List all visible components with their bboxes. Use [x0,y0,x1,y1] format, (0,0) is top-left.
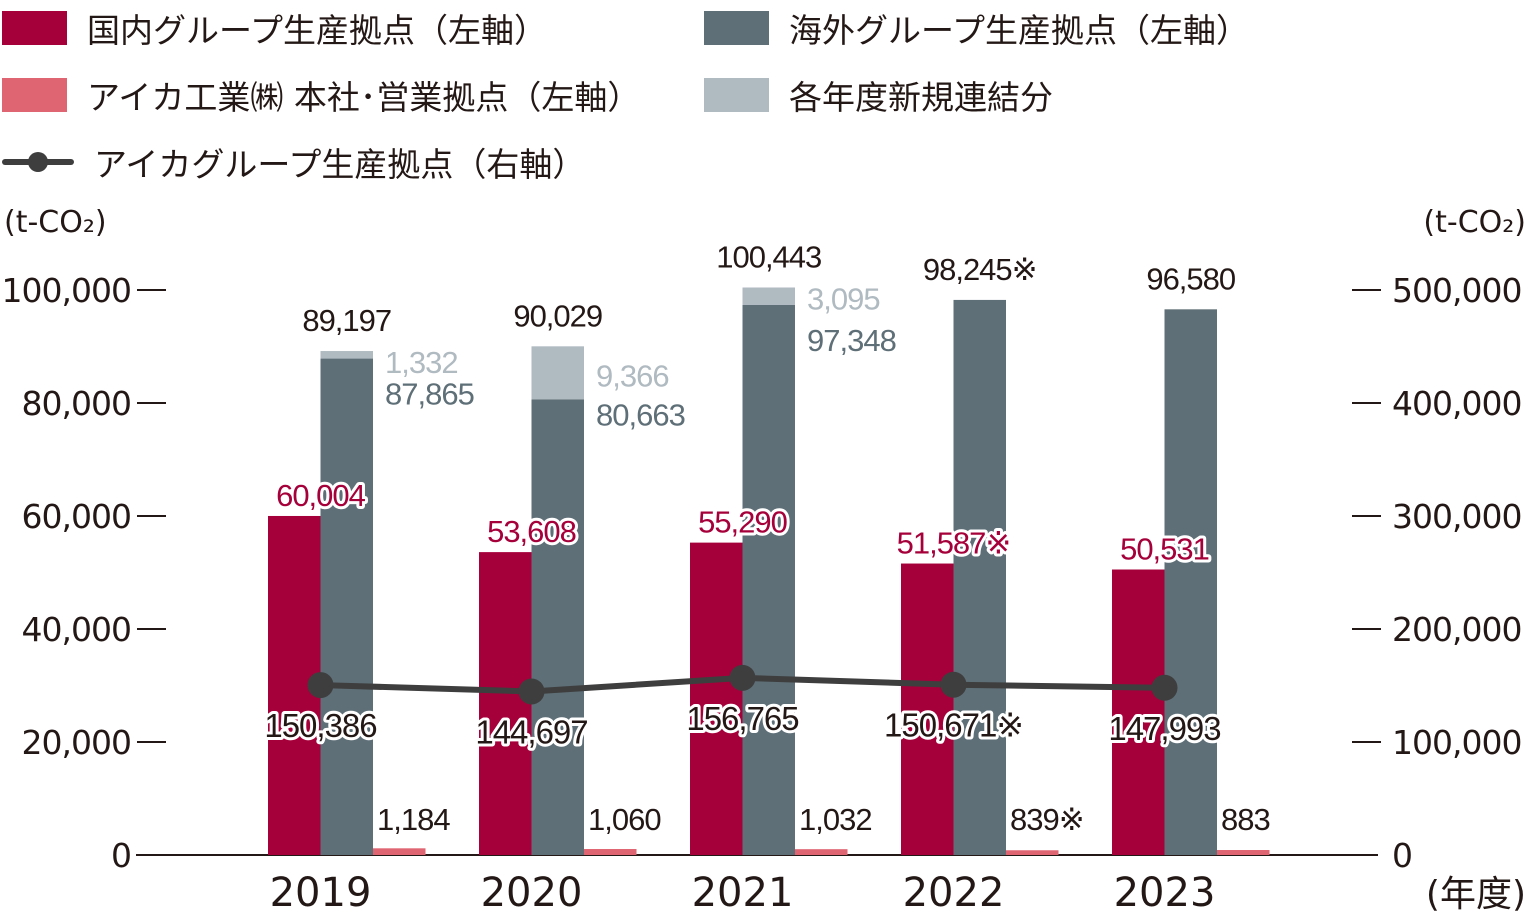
honsha-label: 1,184 [377,802,450,837]
bar-honsha [584,849,637,855]
legend-label-overseas: 海外グループ生産拠点（左軸） [789,11,1250,50]
legend-label-group-total: アイカグループ生産拠点（右軸） [94,145,586,184]
bar-overseas [1164,309,1217,855]
group-total-label: 156,765 [686,700,798,737]
legend-swatch-domestic [2,11,67,45]
overseas-total-label: 100,443 [716,239,821,274]
honsha-label: 1,032 [799,802,872,837]
domestic-label: 50,531 [1120,531,1209,566]
overseas-label: 80,663 [596,397,685,432]
bar-overseas [531,399,584,855]
left-axis-unit: (t-CO₂) [4,205,107,240]
right-tick-label: 300,000 [1392,497,1521,536]
left-tick-label: 0 [111,836,131,875]
bar-new-consolidation [531,346,584,400]
bar-overseas [742,304,795,856]
new-consolidation-label: 1,332 [385,345,458,380]
x-tick-label: 2021 [692,870,794,914]
legend-honsha: アイカ工業㈱ 本社･営業拠点（左軸） [2,71,640,119]
legend-group-total: アイカグループ生産拠点（右軸） [2,138,585,186]
honsha-label: 1,060 [588,802,661,837]
group-total-label: 144,697 [475,713,587,750]
legend-swatch-overseas [704,11,769,45]
left-tick-label: 100,000 [2,271,131,310]
legend-swatch-new-consolidation [704,78,769,112]
bar-domestic [479,552,532,855]
x-tick-label: 2022 [903,870,1005,914]
x-tick-label: 2023 [1114,870,1216,914]
honsha-label: 839※ [1010,802,1084,837]
new-consolidation-label: 3,095 [807,281,880,316]
overseas-label: 87,865 [385,377,474,412]
honsha-label: 883 [1221,802,1270,837]
x-tick-label: 2020 [481,870,583,914]
bar-domestic [901,563,954,855]
overseas-total-label: 90,029 [513,298,602,333]
domestic-label: 51,587※ [897,526,1011,561]
right-tick-label: 200,000 [1392,610,1521,649]
left-tick-label: 40,000 [22,610,131,649]
overseas-total-label: 96,580 [1146,261,1236,296]
bar-domestic [690,542,743,855]
legend-swatch-honsha [2,78,67,112]
new-consolidation-label: 9,366 [596,358,669,393]
legend-line-marker-icon [2,145,74,179]
group-total-label: 150,386 [264,707,376,744]
right-axis-unit: (t-CO₂) [1423,205,1526,240]
right-tick-label: 0 [1392,836,1412,875]
bar-new-consolidation [742,287,795,305]
legend-label-domestic: 国内グループ生産拠点（左軸） [87,11,548,50]
bar-honsha [373,848,426,855]
bar-honsha [1217,850,1270,855]
x-tick-label: 2019 [270,870,372,914]
legend-label-honsha: アイカ工業㈱ 本社･営業拠点（左軸） [87,78,641,117]
bar-honsha [1006,850,1059,855]
bar-overseas [953,299,1006,855]
domestic-label: 55,290 [698,505,788,540]
group-total-point [1151,674,1178,701]
legend-new-consolidation: 各年度新規連結分 [704,71,1053,119]
right-tick-label: 100,000 [1392,723,1521,762]
group-total-label: 150,671※ [884,707,1023,744]
bar-honsha [795,849,848,855]
bar-domestic [1112,569,1165,855]
left-tick-label: 60,000 [22,497,131,536]
overseas-label: 97,348 [807,323,896,358]
group-total-point [307,672,334,699]
x-axis-unit: (年度) [1426,874,1526,914]
bar-new-consolidation [320,351,373,359]
group-total-point [518,678,545,705]
legend-label-new-consolidation: 各年度新規連結分 [789,78,1053,117]
domestic-label: 53,608 [487,514,576,549]
group-total-point [940,671,967,698]
left-tick-label: 20,000 [22,723,131,762]
right-tick-label: 500,000 [1392,271,1521,310]
overseas-total-label: 89,197 [302,303,391,338]
right-tick-label: 400,000 [1392,384,1521,423]
group-total-label: 147,993 [1108,710,1220,747]
legend-overseas: 海外グループ生産拠点（左軸） [704,4,1249,52]
domestic-label: 60,004 [276,478,366,513]
bar-overseas [320,358,373,855]
legend-domestic: 国内グループ生産拠点（左軸） [2,4,547,52]
overseas-total-label: 98,245※ [923,252,1037,287]
group-total-point [729,664,756,691]
left-tick-label: 80,000 [22,384,131,423]
